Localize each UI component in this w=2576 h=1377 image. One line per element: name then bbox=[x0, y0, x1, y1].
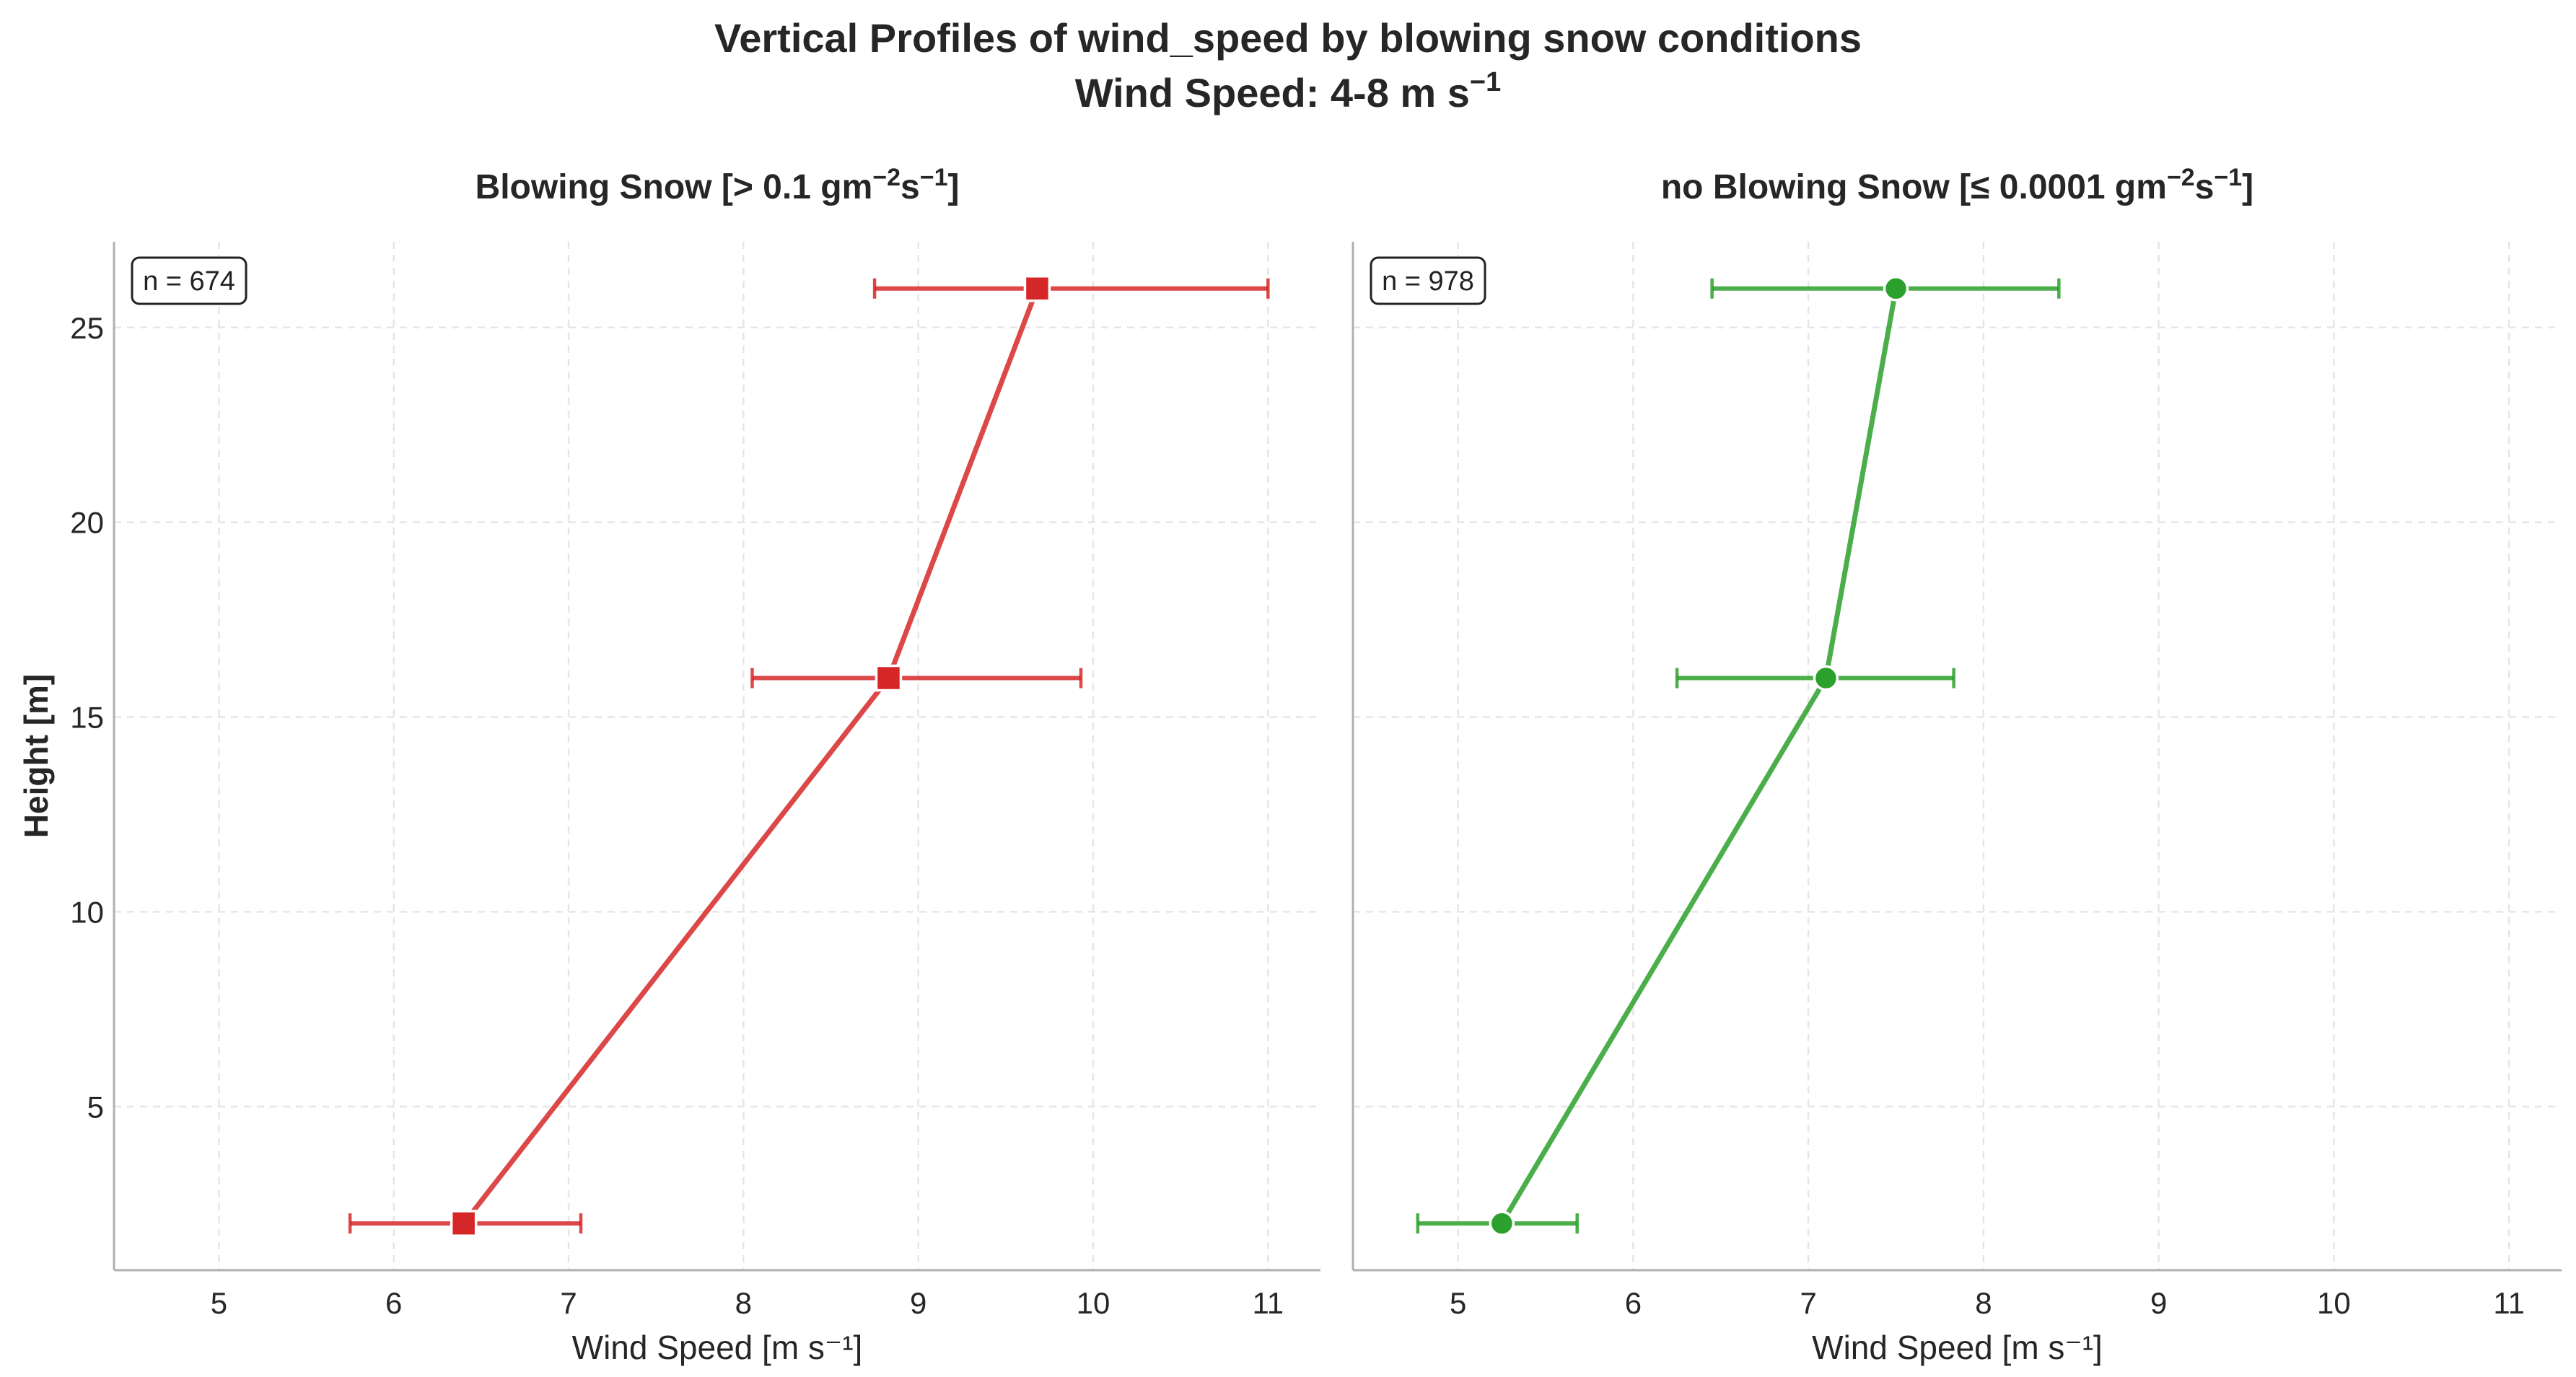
data-point bbox=[1883, 276, 1909, 302]
x-tick-label: 11 bbox=[2493, 1286, 2525, 1320]
y-tick-label: 20 bbox=[70, 506, 104, 540]
sample-count-box: n = 978 bbox=[1370, 256, 1486, 305]
annotation-frame bbox=[1370, 256, 1486, 305]
x-tick-label: 6 bbox=[385, 1286, 402, 1320]
x-tick-label: 5 bbox=[211, 1286, 227, 1320]
panel-blowing-snow: Blowing Snow [> 0.1 gm−2s−1] 5 6 7 8 9 10 11 5 10… bbox=[17, 164, 1320, 1366]
series-line bbox=[461, 287, 1040, 1225]
sample-count-label: n = 978 bbox=[1382, 266, 1474, 297]
x-tick-label: 7 bbox=[560, 1286, 577, 1320]
x-tick-label: 7 bbox=[1800, 1286, 1816, 1320]
y-tick-label: 25 bbox=[70, 311, 104, 345]
x-axis-label: Wind Speed [m s⁻¹] bbox=[572, 1329, 863, 1366]
panel-title: no Blowing Snow [≤ 0.0001 gm−2s−1] bbox=[1661, 164, 2253, 206]
data-point bbox=[1813, 665, 1839, 691]
panel-title: Blowing Snow [> 0.1 gm−2s−1] bbox=[476, 164, 960, 206]
y-axis-label: Height [m] bbox=[17, 674, 55, 838]
y-tick-label: 10 bbox=[70, 895, 104, 929]
x-tick-label: 11 bbox=[1252, 1286, 1284, 1320]
series-line bbox=[1499, 288, 1898, 1225]
panel-no-blowing-snow: no Blowing Snow [≤ 0.0001 gm−2s−1] 5 6 7 8 9 1… bbox=[1351, 164, 2562, 1366]
y-tick-label: 15 bbox=[70, 701, 104, 735]
x-tick-label: 10 bbox=[1077, 1286, 1110, 1320]
x-tick-label: 6 bbox=[1625, 1286, 1642, 1320]
x-tick-label: 8 bbox=[735, 1286, 752, 1320]
data-point bbox=[450, 1210, 478, 1237]
error-bar bbox=[872, 278, 1270, 299]
x-tick-label: 10 bbox=[2317, 1286, 2351, 1320]
sample-count-label: n = 674 bbox=[143, 266, 235, 297]
x-tick-label: 8 bbox=[1975, 1286, 1992, 1320]
x-tick-label: 9 bbox=[910, 1286, 926, 1320]
error-bar bbox=[750, 668, 1083, 688]
data-point bbox=[1489, 1210, 1515, 1236]
annotation-frame bbox=[131, 256, 247, 305]
x-axis-label: Wind Speed [m s⁻¹] bbox=[1812, 1329, 2103, 1366]
sample-count-box: n = 674 bbox=[131, 256, 247, 305]
figure-subtitle: Wind Speed: 4-8 m s−1 bbox=[1075, 67, 1501, 115]
x-tick-label: 9 bbox=[2150, 1286, 2167, 1320]
x-tick-label: 5 bbox=[1450, 1286, 1466, 1320]
data-point bbox=[875, 664, 903, 692]
y-tick-label: 5 bbox=[87, 1090, 104, 1124]
data-point bbox=[1023, 275, 1051, 302]
figure-title: Vertical Profiles of wind_speed by blowi… bbox=[714, 15, 1862, 61]
